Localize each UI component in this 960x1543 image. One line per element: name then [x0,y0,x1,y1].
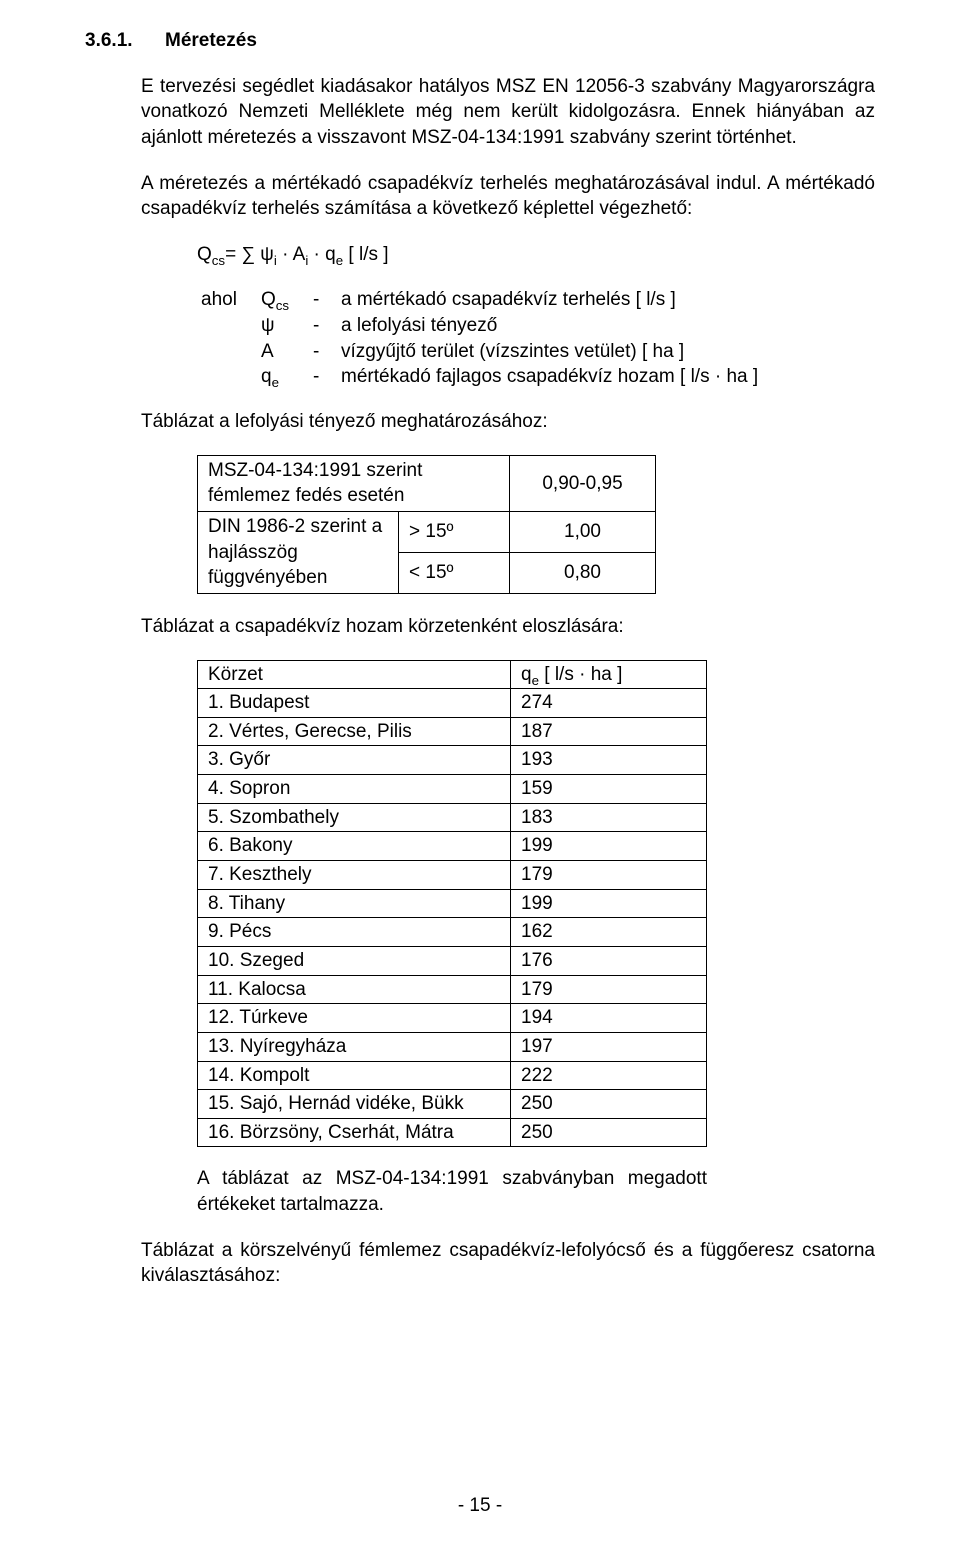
t2-r15-k: 16. Börzsöny, Cserhát, Mátra [198,1118,511,1147]
section-heading: 3.6.1. Méretezés [85,28,875,54]
t1-r3-val: 0,80 [510,552,656,593]
t2-r0-k: 1. Budapest [198,689,511,718]
page-number: - 15 - [85,1493,875,1519]
table2-caption: Táblázat a csapadékvíz hozam körzetenkén… [141,614,875,640]
t2-r15-v: 250 [511,1118,707,1147]
formula-q-sub: cs [212,253,225,268]
t2-r2-k: 3. Győr [198,746,511,775]
def-sym-3: qe [249,364,309,390]
t1-r2-mid: > 15º [399,511,510,552]
paragraph-3: Táblázat a körszelvényű fémlemez csapadé… [141,1238,875,1289]
table1-caption: Táblázat a lefolyási tényező meghatározá… [141,409,875,435]
t2-r6-k: 7. Keszthely [198,861,511,890]
def-desc-3: mértékadó fajlagos csapadékvíz hozam [ l… [337,364,762,390]
t2-r13-v: 222 [511,1061,707,1090]
t2-r4-k: 5. Szombathely [198,803,511,832]
formula-rest1: = ∑ ψ [225,244,274,265]
t2-r12-v: 197 [511,1032,707,1061]
t2-r5-v: 199 [511,832,707,861]
t2-r5-k: 6. Bakony [198,832,511,861]
formula-rest2: · A [277,244,306,265]
def-desc-1: a lefolyási tényező [337,313,762,339]
t2-r2-v: 193 [511,746,707,775]
formula: Qcs= ∑ ψi · Ai · qe [ l/s ] [197,242,875,268]
def-sym-1: ψ [249,313,309,339]
t2-r11-k: 12. Túrkeve [198,1004,511,1033]
formula-rest3: · q [308,244,335,265]
formula-rest4: [ l/s ] [343,244,388,265]
t2-r6-v: 179 [511,861,707,890]
paragraph-2: A méretezés a mértékadó csapadékvíz terh… [141,171,875,222]
t2-r3-k: 4. Sopron [198,775,511,804]
def-desc-0: a mértékadó csapadékvíz terhelés [ l/s ] [337,287,762,313]
t1-r1c1: MSZ-04-134:1991 szerint fémlemez fedés e… [198,455,510,511]
definition-table: ahol Qcs - a mértékadó csapadékvíz terhe… [197,287,762,390]
def-desc-2: vízgyűjtő terület (vízszintes vetület) [… [337,339,762,365]
paragraph-1: E tervezési segédlet kiadásakor hatályos… [141,74,875,151]
t2-r10-v: 179 [511,975,707,1004]
t2-r7-v: 199 [511,889,707,918]
region-yield-table: Körzet qe [ l/s · ha ] 1. Budapest274 2.… [197,660,707,1148]
formula-q: Q [197,244,212,265]
def-dash-1: - [309,313,337,339]
t2-r3-v: 159 [511,775,707,804]
t2-r0-v: 274 [511,689,707,718]
where-label: ahol [197,287,249,313]
section-title: Méretezés [165,28,257,54]
t2-r9-k: 10. Szeged [198,946,511,975]
t2-r1-v: 187 [511,717,707,746]
t2-r8-k: 9. Pécs [198,918,511,947]
t1-r3-mid: < 15º [399,552,510,593]
table2-note: A táblázat az MSZ-04-134:1991 szabványba… [197,1166,707,1217]
t1-r1c2: 0,90-0,95 [510,455,656,511]
t2-r11-v: 194 [511,1004,707,1033]
section-number: 3.6.1. [85,28,165,54]
t1-r2c1: DIN 1986-2 szerint ahajlásszög függvényé… [198,511,399,593]
t2-r7-k: 8. Tihany [198,889,511,918]
t2-r14-v: 250 [511,1090,707,1119]
def-sym-0: Qcs [249,287,309,313]
def-sym-2: A [249,339,309,365]
t2-r1-k: 2. Vértes, Gerecse, Pilis [198,717,511,746]
t2-r8-v: 162 [511,918,707,947]
t2-r9-v: 176 [511,946,707,975]
def-dash-0: - [309,287,337,313]
t2-r12-k: 13. Nyíregyháza [198,1032,511,1061]
def-dash-2: - [309,339,337,365]
def-dash-3: - [309,364,337,390]
t1-r2-val: 1,00 [510,511,656,552]
runoff-coeff-table: MSZ-04-134:1991 szerint fémlemez fedés e… [197,455,656,594]
t2-r13-k: 14. Kompolt [198,1061,511,1090]
t2-head2: qe [ l/s · ha ] [511,660,707,689]
t2-r10-k: 11. Kalocsa [198,975,511,1004]
t2-head1: Körzet [198,660,511,689]
t2-r14-k: 15. Sajó, Hernád vidéke, Bükk [198,1090,511,1119]
t2-r4-v: 183 [511,803,707,832]
